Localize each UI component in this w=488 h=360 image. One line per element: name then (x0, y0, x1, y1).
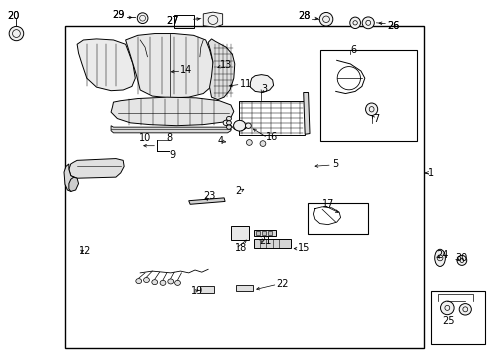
Ellipse shape (245, 123, 251, 129)
Bar (430, 291, 484, 344)
Text: 3: 3 (261, 84, 267, 94)
Ellipse shape (458, 303, 470, 315)
Ellipse shape (136, 279, 142, 284)
Text: 1: 1 (427, 168, 433, 178)
Text: 27: 27 (165, 16, 178, 26)
Text: 11: 11 (239, 78, 251, 89)
Polygon shape (111, 126, 230, 133)
Text: 26: 26 (387, 21, 399, 31)
Polygon shape (208, 39, 234, 100)
Ellipse shape (9, 26, 24, 41)
Ellipse shape (440, 301, 453, 315)
Ellipse shape (319, 13, 332, 26)
Ellipse shape (362, 17, 373, 29)
Text: 28: 28 (297, 12, 309, 21)
Ellipse shape (349, 17, 360, 28)
Ellipse shape (174, 280, 180, 285)
Bar (319, 50, 416, 141)
Polygon shape (188, 198, 224, 204)
Text: 24: 24 (435, 250, 447, 260)
Bar (238, 102, 305, 135)
Ellipse shape (160, 280, 165, 285)
Bar (262, 231, 265, 235)
Text: 29: 29 (112, 10, 124, 20)
Text: 29: 29 (112, 10, 124, 20)
Ellipse shape (226, 116, 231, 121)
Bar (267, 231, 271, 235)
Ellipse shape (151, 280, 157, 285)
Ellipse shape (167, 279, 173, 284)
Polygon shape (203, 12, 222, 27)
Polygon shape (69, 158, 124, 178)
Ellipse shape (223, 120, 228, 126)
Ellipse shape (137, 13, 148, 23)
Polygon shape (77, 39, 135, 91)
Text: 28: 28 (297, 12, 309, 21)
Text: 4: 4 (217, 136, 224, 146)
Text: 15: 15 (297, 243, 309, 253)
Text: 9: 9 (169, 150, 175, 160)
Text: 8: 8 (166, 133, 173, 143)
Text: 21: 21 (259, 236, 271, 246)
Ellipse shape (226, 121, 231, 125)
Text: 20: 20 (8, 11, 20, 21)
Bar (235, 285, 253, 292)
Text: 10: 10 (139, 133, 151, 143)
Polygon shape (111, 97, 233, 126)
Ellipse shape (226, 125, 231, 129)
Polygon shape (125, 33, 214, 98)
Text: 17: 17 (322, 199, 334, 209)
Text: 14: 14 (180, 65, 192, 75)
Text: 26: 26 (387, 21, 399, 31)
Bar (200, 287, 214, 293)
Bar (174, 15, 193, 28)
Polygon shape (64, 164, 74, 192)
Polygon shape (254, 239, 290, 248)
Ellipse shape (143, 278, 149, 283)
Text: 2: 2 (234, 186, 241, 196)
Ellipse shape (260, 141, 265, 147)
Text: 12: 12 (79, 247, 91, 256)
Bar (65, 26, 423, 348)
Text: 6: 6 (349, 45, 356, 55)
Polygon shape (250, 75, 273, 93)
Ellipse shape (434, 249, 445, 266)
Text: 22: 22 (275, 279, 288, 289)
Text: 20: 20 (8, 11, 20, 21)
Ellipse shape (365, 103, 377, 116)
Text: 7: 7 (372, 113, 379, 123)
Text: 27: 27 (165, 16, 178, 26)
Bar (230, 226, 249, 240)
Text: 13: 13 (220, 60, 232, 70)
Ellipse shape (233, 120, 245, 131)
Text: 30: 30 (455, 253, 467, 263)
Text: 16: 16 (266, 132, 278, 142)
Text: 18: 18 (234, 243, 246, 253)
Polygon shape (254, 230, 275, 237)
Text: 25: 25 (442, 316, 454, 326)
Polygon shape (69, 177, 79, 192)
Bar (256, 231, 260, 235)
Bar (307, 203, 367, 234)
Text: 23: 23 (203, 191, 215, 201)
Text: 5: 5 (331, 159, 337, 169)
Ellipse shape (246, 140, 252, 145)
Ellipse shape (456, 255, 466, 265)
Text: 19: 19 (191, 286, 203, 296)
Polygon shape (303, 93, 309, 134)
